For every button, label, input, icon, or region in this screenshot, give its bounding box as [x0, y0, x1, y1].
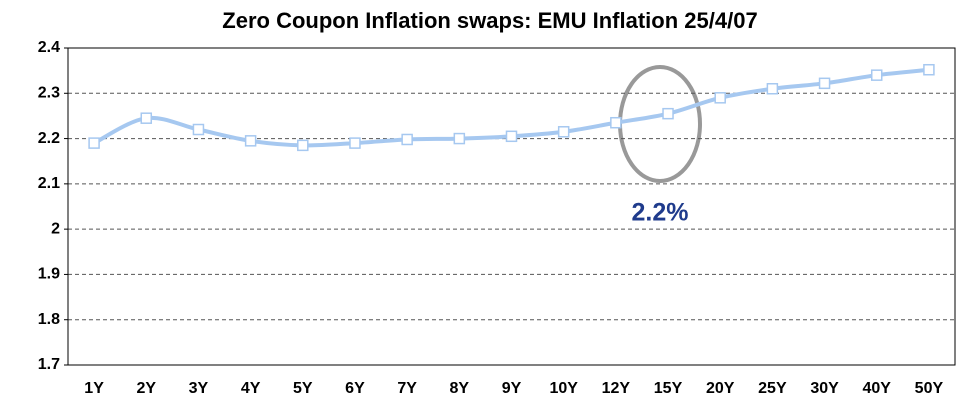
point-marker — [297, 139, 309, 152]
point-marker — [766, 83, 779, 95]
x-tick-label: 2Y — [136, 380, 156, 397]
y-tick-label: 2.2 — [38, 130, 60, 147]
point-marker — [610, 116, 622, 129]
x-tick-label: 3Y — [189, 380, 209, 397]
x-tick-label: 20Y — [706, 380, 735, 397]
x-tick-label: 8Y — [450, 380, 470, 397]
chart-title: Zero Coupon Inflation swaps: EMU Inflati… — [222, 8, 757, 33]
point-marker — [662, 107, 674, 120]
x-tick-label: 9Y — [502, 380, 522, 397]
point-marker — [505, 130, 518, 143]
point-marker — [818, 77, 831, 90]
x-tick-label: 1Y — [84, 380, 104, 397]
x-tick-label: 4Y — [241, 380, 261, 397]
point-marker — [923, 63, 935, 76]
y-tick-label: 2.1 — [38, 175, 60, 192]
x-tick-label: 15Y — [654, 380, 683, 397]
y-tick-label: 1.7 — [38, 356, 60, 373]
y-tick-label: 1.9 — [38, 266, 60, 283]
point-marker — [192, 123, 205, 136]
y-tick-label: 2.3 — [38, 85, 60, 102]
x-tick-label: 25Y — [758, 380, 787, 397]
y-tick-label: 1.8 — [38, 311, 60, 328]
point-marker — [88, 137, 100, 149]
point-marker — [714, 92, 726, 104]
x-tick-label: 50Y — [915, 380, 944, 397]
x-tick-label: 7Y — [397, 380, 417, 397]
point-marker — [140, 112, 153, 124]
point-marker — [453, 132, 466, 145]
annotation: 2.2% — [632, 199, 689, 227]
point-marker — [557, 126, 570, 138]
x-tick-label: 10Y — [549, 380, 578, 397]
x-tick-label: 6Y — [345, 380, 365, 397]
point-marker — [870, 69, 883, 81]
point-marker — [401, 133, 413, 146]
x-tick-label: 30Y — [810, 380, 839, 397]
plot-frame — [67, 47, 956, 366]
y-tick-label: 2.4 — [38, 39, 60, 56]
x-tick-label: 40Y — [863, 380, 892, 397]
x-tick-label: 12Y — [602, 380, 631, 397]
y-tick-label: 2 — [51, 220, 60, 237]
point-marker — [244, 135, 257, 147]
highlight-ellipse — [618, 65, 702, 183]
x-tick-label: 5Y — [293, 380, 313, 397]
point-marker — [349, 137, 361, 149]
